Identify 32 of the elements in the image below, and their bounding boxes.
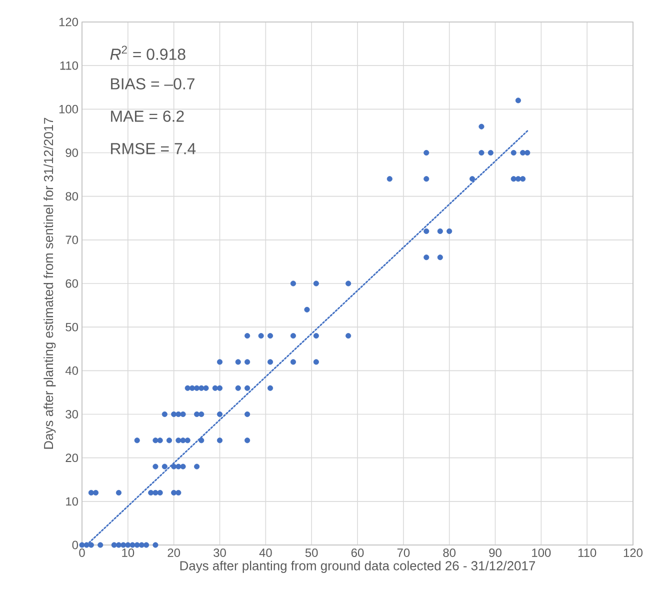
y-tick-label: 10 [66, 497, 78, 506]
x-tick-label: 40 [259, 548, 272, 557]
annotation: MAE = 6.2 [111, 110, 184, 122]
x-tick-label: 50 [305, 548, 318, 557]
y-tick-label: 0 [72, 540, 78, 550]
y-axis-title: Days after planting estimated from sentinel for 31/12/2017 [44, 118, 56, 449]
y-tick-label: 120 [59, 18, 78, 26]
y-tick-label: 70 [66, 236, 78, 244]
y-tick-label: 40 [65, 366, 78, 375]
annotation: RMSE = 7.4 [111, 143, 196, 154]
x-tick-label: 100 [532, 548, 551, 557]
x-tick-label: 20 [168, 548, 180, 557]
y-tick-label: 80 [66, 192, 78, 201]
y-tick-label: 90 [66, 148, 78, 157]
y-tick-label: 50 [66, 322, 78, 332]
annotation: BIAS = –0.7 [111, 78, 194, 90]
y-tick-label: 110 [60, 61, 78, 70]
x-tick-label: 80 [443, 548, 456, 557]
x-tick-label: 10 [122, 548, 134, 557]
x-tick-label: 60 [351, 548, 364, 557]
x-tick-label: 90 [489, 548, 502, 557]
y-tick-label: 20 [66, 454, 78, 462]
annotation: R$^{2}$ = 0.918 [110, 46, 186, 60]
x-tick-label: 30 [214, 548, 226, 557]
x-tick-label: 110 [578, 548, 596, 557]
x-tick-label: 120 [624, 548, 643, 557]
y-tick-label: 100 [59, 104, 78, 114]
y-tick-label: 60 [66, 279, 78, 288]
y-tick-label: 30 [66, 410, 78, 418]
x-tick-label: 70 [397, 548, 410, 557]
x-tick-label: 0 [79, 548, 85, 557]
x-axis-title: Days after planting from ground data colected 26 - 31/12/2017 [180, 560, 535, 573]
